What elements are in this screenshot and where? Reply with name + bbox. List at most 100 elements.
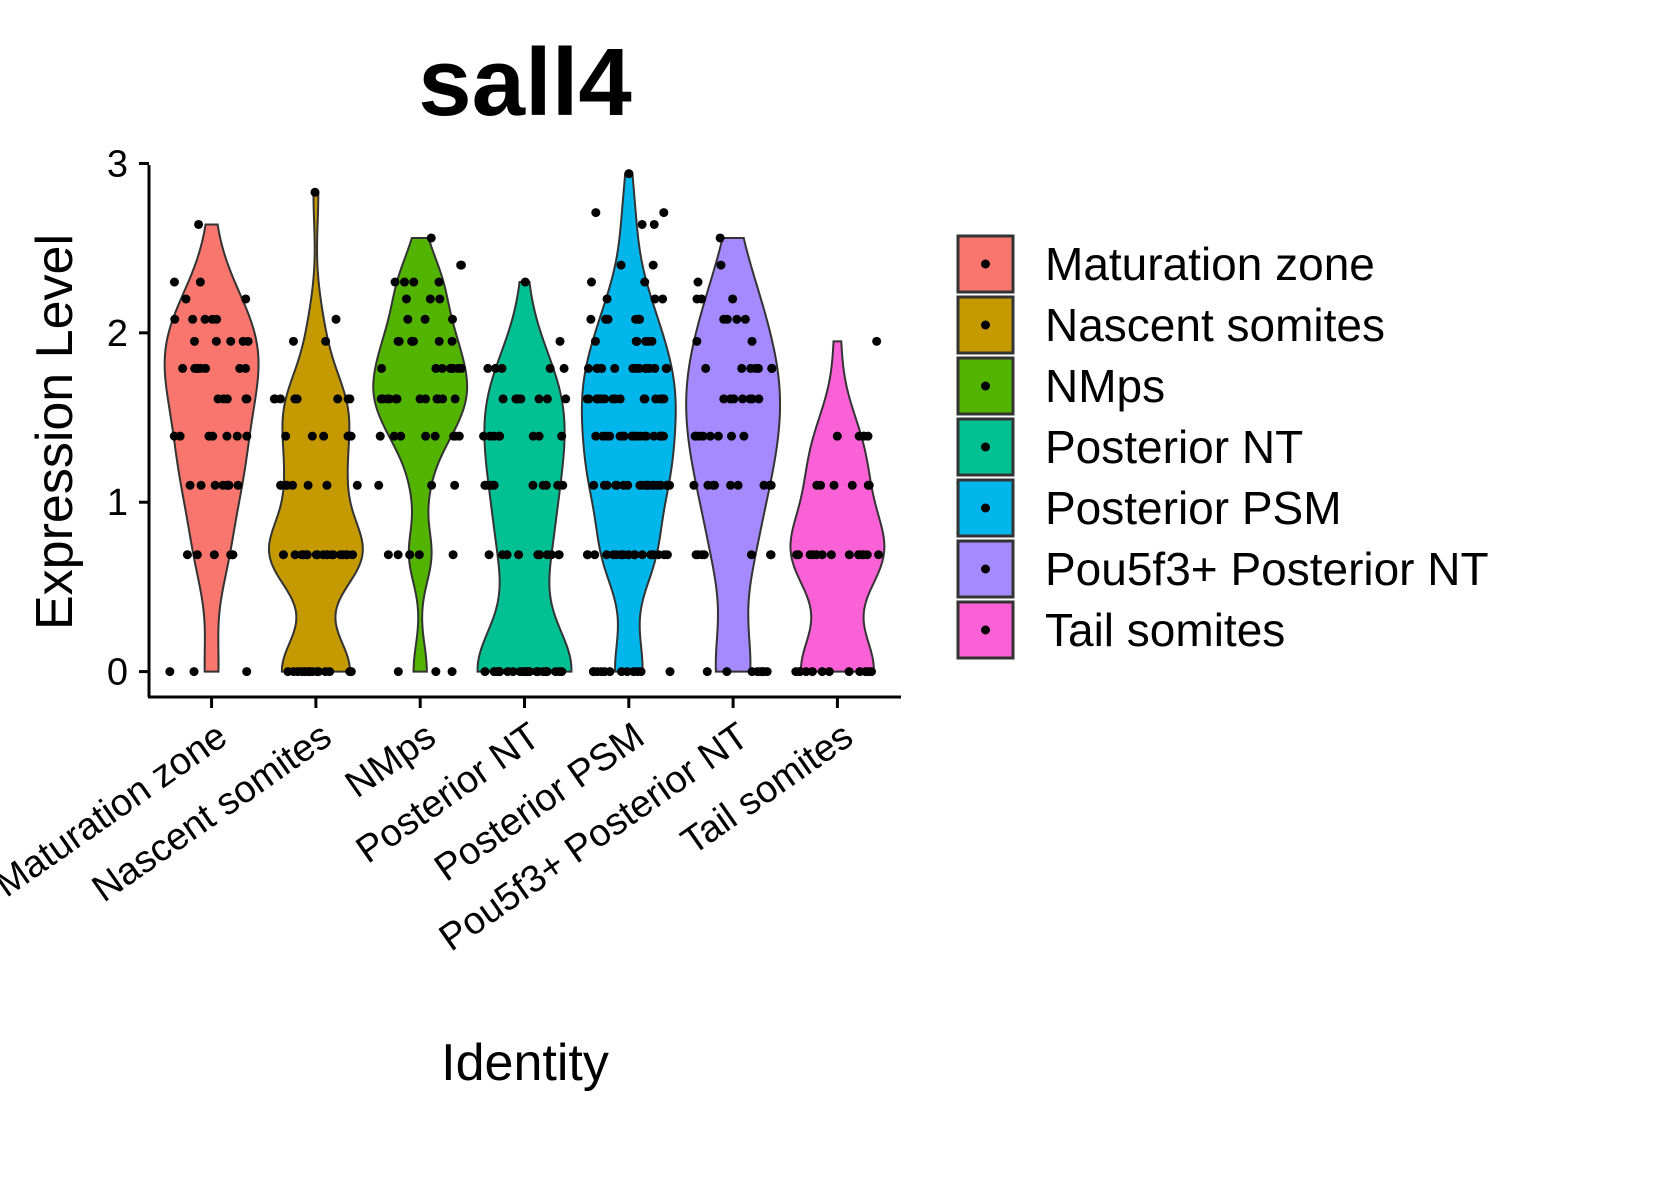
data-point [745, 394, 755, 404]
data-point [635, 480, 645, 490]
data-point [437, 363, 447, 373]
data-point [289, 667, 299, 677]
data-point [201, 363, 211, 373]
data-point [746, 363, 756, 373]
data-point [640, 277, 650, 287]
data-point [483, 363, 493, 373]
data-point [545, 363, 555, 373]
data-point [318, 550, 328, 560]
data-point [535, 550, 545, 560]
data-point [728, 294, 738, 304]
data-point [602, 294, 612, 304]
data-point [716, 260, 726, 270]
data-point [767, 363, 777, 373]
data-point [824, 667, 834, 677]
data-point [393, 336, 403, 346]
data-point [615, 431, 625, 441]
data-point [503, 667, 513, 677]
data-point [555, 336, 565, 346]
data-point [390, 277, 400, 287]
data-point [794, 667, 804, 677]
data-point [190, 363, 200, 373]
y-tick-label: 3 [107, 143, 128, 185]
data-point [746, 550, 756, 560]
data-point [554, 550, 564, 560]
data-point [307, 667, 317, 677]
data-point [377, 363, 387, 373]
data-point [628, 363, 638, 373]
data-point [832, 431, 842, 441]
data-point [169, 277, 179, 287]
data-point [643, 336, 653, 346]
data-point [281, 480, 291, 490]
data-point [817, 550, 827, 560]
data-point [847, 480, 857, 490]
y-tick-label: 1 [107, 482, 128, 524]
data-point [426, 233, 436, 243]
legend-label: Tail somites [1045, 604, 1285, 656]
data-point [208, 431, 218, 441]
data-point [188, 314, 198, 324]
data-point [333, 394, 343, 404]
violin [372, 236, 469, 673]
legend-label: Posterior PSM [1045, 482, 1342, 534]
chart-title: sall4 [418, 29, 632, 136]
data-point [375, 431, 385, 441]
data-point [319, 431, 329, 441]
data-point [409, 277, 419, 287]
data-point [600, 394, 610, 404]
data-point [447, 667, 457, 677]
data-point [175, 431, 185, 441]
legend-dot [981, 564, 990, 574]
data-point [384, 394, 394, 404]
data-point [401, 294, 411, 304]
data-point [497, 363, 507, 373]
data-point [590, 550, 600, 560]
data-point [601, 431, 611, 441]
data-point [583, 550, 593, 560]
data-point [450, 480, 460, 490]
data-point [182, 550, 192, 560]
legend-dot [981, 503, 990, 513]
data-point [805, 550, 815, 560]
data-point [640, 394, 650, 404]
data-point [826, 550, 836, 560]
data-point [623, 480, 633, 490]
data-point [484, 550, 494, 560]
data-point [733, 480, 743, 490]
data-point [689, 480, 699, 490]
data-point [497, 550, 507, 560]
data-point [637, 219, 647, 229]
data-point [737, 363, 747, 373]
data-point [343, 431, 353, 441]
data-point [649, 219, 659, 229]
data-point [189, 667, 199, 677]
data-point [754, 394, 764, 404]
data-point [534, 431, 544, 441]
data-point [209, 550, 219, 560]
violin [789, 340, 886, 673]
data-point [649, 550, 659, 560]
data-point [758, 667, 768, 677]
data-point [374, 480, 384, 490]
data-point [307, 431, 317, 441]
data-point [534, 394, 544, 404]
data-point [241, 394, 251, 404]
data-point [200, 314, 210, 324]
data-point [701, 363, 711, 373]
data-point [278, 550, 288, 560]
data-point [213, 394, 223, 404]
data-point [588, 667, 598, 677]
data-point [345, 667, 355, 677]
data-point [610, 363, 620, 373]
data-point [854, 431, 864, 441]
data-point [649, 480, 659, 490]
data-point [320, 667, 330, 677]
data-point [403, 314, 413, 324]
data-point [694, 431, 704, 441]
data-point [866, 667, 876, 677]
legend-dot [981, 381, 990, 391]
data-point [405, 550, 415, 560]
x-axis-label: Identity [441, 1034, 609, 1092]
